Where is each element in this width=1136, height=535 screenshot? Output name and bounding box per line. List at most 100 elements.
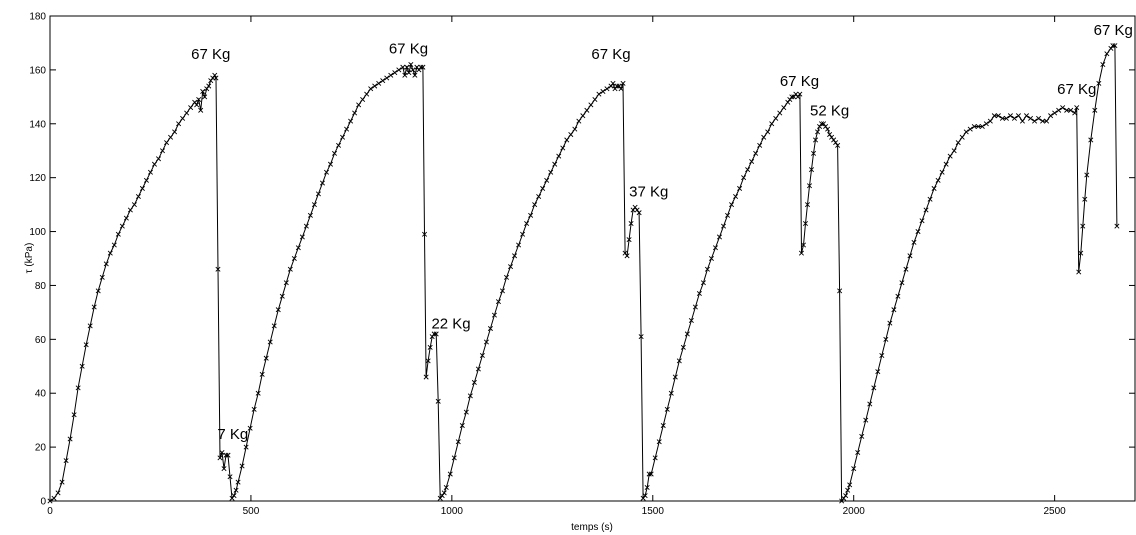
weight-annotation: 67 Kg [1057, 81, 1096, 98]
x-tick-label: 1000 [441, 506, 464, 517]
data-point-marker [636, 210, 642, 216]
data-point-marker [915, 229, 921, 235]
data-point-marker [1044, 118, 1050, 124]
data-point-marker [975, 123, 981, 129]
data-point-marker [987, 118, 993, 124]
data-point-marker [1019, 118, 1025, 124]
x-tick-label: 0 [47, 506, 53, 517]
data-point-marker [431, 331, 437, 337]
y-tick-label: 0 [40, 497, 46, 508]
data-point-marker [115, 231, 121, 237]
data-point-marker [616, 83, 622, 89]
data-point-marker [198, 107, 204, 113]
data-point-marker [919, 218, 925, 224]
data-point-marker [1092, 107, 1098, 113]
data-point-marker [802, 220, 808, 226]
data-point-marker [971, 123, 977, 129]
data-point-marker [927, 196, 933, 202]
y-tick-label: 180 [29, 12, 46, 23]
data-point-marker [1100, 61, 1106, 68]
data-point-marker [202, 94, 208, 100]
y-tick-label: 80 [35, 281, 47, 292]
data-point-marker [267, 339, 273, 345]
data-point-marker [451, 455, 457, 461]
data-point-marker [684, 331, 690, 337]
x-tick-label: 2500 [1044, 506, 1067, 517]
data-point-marker [323, 169, 329, 175]
data-point-marker [951, 148, 957, 154]
data-point-marker [340, 134, 346, 140]
data-point-marker [491, 312, 497, 318]
data-point-marker [439, 493, 445, 499]
data-point-marker [712, 245, 718, 251]
data-point-marker [512, 253, 518, 259]
data-point-marker [427, 344, 433, 350]
data-point-marker [947, 153, 953, 159]
data-point-marker [1011, 115, 1017, 121]
data-point-marker [596, 91, 602, 97]
data-point-marker [55, 490, 61, 496]
data-point-marker [227, 474, 233, 480]
data-point-marker [172, 129, 178, 135]
data-point-marker [660, 423, 666, 429]
data-point-marker [680, 344, 686, 350]
data-point-marker [422, 231, 428, 237]
data-point-marker [83, 342, 89, 348]
data-point-marker [410, 67, 416, 73]
data-point-marker [1072, 110, 1078, 116]
data-point-marker [863, 417, 869, 423]
x-tick-label: 2000 [843, 506, 866, 517]
data-point-marker [1032, 118, 1038, 124]
data-point-marker [847, 482, 853, 488]
data-point-marker [1074, 105, 1080, 111]
x-axis-ticks: 0 500 1000 1500 2000 2500 [47, 16, 1066, 517]
data-point-marker [414, 64, 420, 70]
data-point-marker [829, 134, 835, 140]
data-point-marker [194, 102, 200, 108]
weight-annotation: 7 Kg [217, 426, 248, 443]
data-point-marker [459, 423, 465, 429]
data-point-marker [1080, 223, 1086, 229]
data-point-marker [131, 202, 137, 208]
data-point-marker [223, 452, 229, 458]
y-axis-ticks: 0 20 40 60 80 100 120 140 160 180 [29, 12, 1135, 508]
data-point-marker [243, 444, 249, 450]
data-point-marker [279, 293, 285, 299]
data-point-marker [588, 102, 594, 108]
data-point-marker [400, 64, 406, 70]
data-point-marker [696, 291, 702, 297]
data-point-marker [1048, 113, 1054, 119]
data-point-marker [336, 142, 342, 148]
data-point-marker [817, 123, 823, 129]
data-point-marker [789, 94, 795, 100]
data-point-marker [1052, 110, 1058, 116]
data-point-marker [841, 495, 847, 501]
data-point-marker [435, 398, 441, 404]
data-point-marker [845, 487, 851, 493]
data-point-marker [119, 223, 125, 229]
data-point-marker [749, 158, 755, 165]
x-tick-label: 1500 [642, 506, 665, 517]
y-tick-label: 60 [35, 335, 47, 346]
data-point-marker [835, 142, 841, 148]
data-point-marker [107, 250, 113, 256]
data-point-marker [212, 72, 218, 78]
data-point-marker [648, 471, 654, 477]
x-axis-label: temps (s) [571, 522, 613, 533]
data-point-marker [700, 280, 706, 286]
data-point-marker [213, 75, 219, 81]
data-point-marker [479, 352, 485, 359]
data-point-marker [524, 220, 530, 226]
data-point-marker [429, 334, 435, 340]
data-point-marker [1096, 80, 1102, 86]
data-point-marker [745, 167, 751, 173]
data-point-marker [795, 94, 801, 100]
data-point-marker [959, 134, 965, 140]
data-point-marker [576, 118, 582, 124]
data-point-marker [483, 339, 489, 345]
data-point-marker [991, 113, 997, 119]
data-point-marker [412, 72, 418, 78]
data-point-marker [503, 274, 510, 280]
data-point-marker [99, 274, 105, 280]
data-point-marker [708, 255, 714, 262]
